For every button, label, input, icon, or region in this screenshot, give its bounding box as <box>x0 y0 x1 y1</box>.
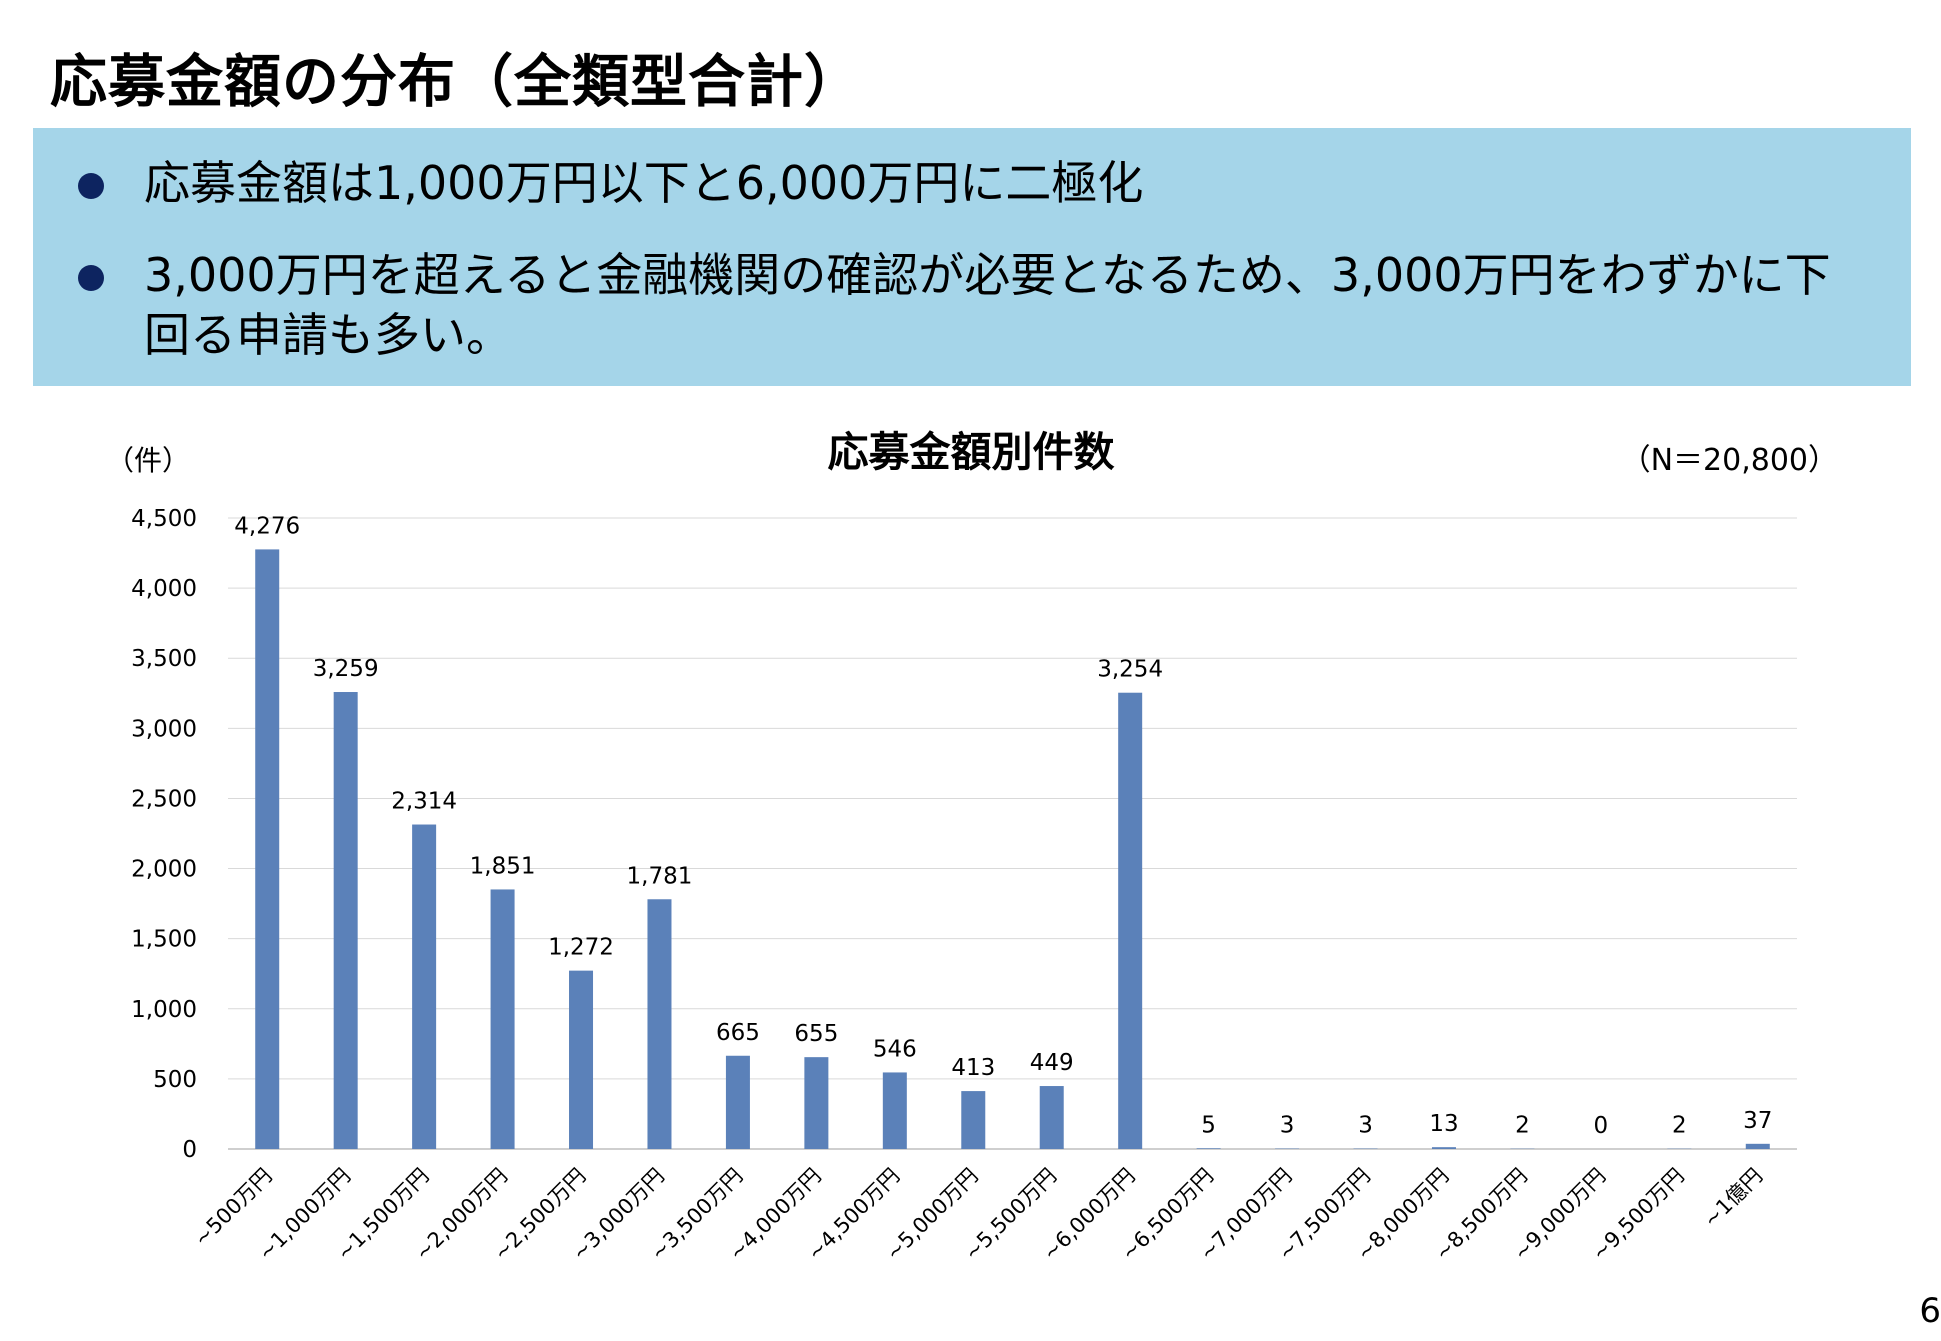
data-label: 546 <box>873 1036 917 1062</box>
summary-box <box>33 128 1911 386</box>
data-label: 413 <box>951 1055 995 1081</box>
bar <box>569 970 594 1149</box>
data-label: 665 <box>716 1020 760 1046</box>
y-tick-label: 3,500 <box>131 646 197 672</box>
data-label: 37 <box>1743 1108 1772 1134</box>
x-axis-ticks: ~500万円~1,000万円~1,500万円~2,000万円~2,500万円~3… <box>189 1164 1767 1266</box>
y-tick-label: 2,500 <box>131 786 197 812</box>
bar <box>804 1057 829 1149</box>
data-label: 3,259 <box>313 656 379 682</box>
y-tick-label: 4,000 <box>131 576 197 602</box>
data-labels: 4,276 3,259 2,314 1,851 1,272 1,781 665 655 546 4… <box>234 513 1772 1139</box>
bar <box>1118 692 1143 1149</box>
gridlines <box>228 517 1797 1150</box>
y-tick-label: 500 <box>153 1067 197 1093</box>
bullet-dot-icon <box>78 173 104 199</box>
bullet-item: 3,000万円を超えると金融機関の確認が必要となるため、3,000万円をわずかに… <box>78 245 1858 365</box>
bar <box>961 1091 986 1149</box>
bar <box>725 1055 750 1149</box>
bar <box>333 692 358 1149</box>
bullet-item: 応募金額は1,000万円以下と6,000万円に二極化 <box>78 153 1858 213</box>
data-label: 3 <box>1358 1113 1373 1139</box>
bar <box>647 899 672 1149</box>
y-tick-label: 1,000 <box>131 997 197 1023</box>
bullet-text: 3,000万円を超えると金融機関の確認が必要となるため、3,000万円をわずかに… <box>144 248 1831 362</box>
data-label: 2 <box>1515 1113 1530 1139</box>
y-tick-label: 3,000 <box>131 716 197 742</box>
y-tick-label: 2,000 <box>131 857 197 883</box>
bars <box>255 549 1770 1149</box>
data-label: 449 <box>1030 1050 1074 1076</box>
bar <box>882 1072 907 1149</box>
data-label: 5 <box>1201 1112 1216 1138</box>
data-label: 1,272 <box>548 935 614 961</box>
page-number: 6 <box>1919 1291 1941 1331</box>
bullet-dot-icon <box>78 265 104 291</box>
y-axis-label: （件） <box>106 444 190 477</box>
bar <box>1431 1147 1456 1149</box>
y-tick-label: 4,500 <box>131 506 197 532</box>
data-label: 2,314 <box>391 789 457 815</box>
data-label: 4,276 <box>234 513 300 539</box>
data-label: 0 <box>1594 1113 1609 1139</box>
bar <box>1196 1148 1221 1149</box>
data-label: 13 <box>1429 1111 1458 1137</box>
bar <box>255 549 280 1149</box>
x-tick-label: ~1億円 <box>1699 1164 1768 1233</box>
bar <box>490 889 515 1149</box>
data-label: 3,254 <box>1097 657 1163 683</box>
data-label: 1,781 <box>627 863 693 889</box>
data-label: 655 <box>794 1021 838 1047</box>
bullet-text: 応募金額は1,000万円以下と6,000万円に二極化 <box>144 156 1144 210</box>
sample-size-note: （N＝20,800） <box>1621 443 1838 478</box>
chart-title: 応募金額別件数 <box>828 428 1115 476</box>
data-label: 3 <box>1280 1113 1295 1139</box>
bar <box>1745 1143 1770 1149</box>
data-label: 2 <box>1672 1113 1687 1139</box>
y-tick-label: 1,500 <box>131 927 197 953</box>
slide-title: 応募金額の分布（全類型合計） <box>50 49 862 115</box>
bar <box>412 824 437 1149</box>
y-axis-ticks: 0 500 1,000 1,500 2,000 2,500 3,000 3,500 4,000 4… <box>131 506 197 1163</box>
data-label: 1,851 <box>470 853 536 879</box>
bar <box>1039 1086 1064 1149</box>
y-tick-label: 0 <box>182 1137 197 1163</box>
